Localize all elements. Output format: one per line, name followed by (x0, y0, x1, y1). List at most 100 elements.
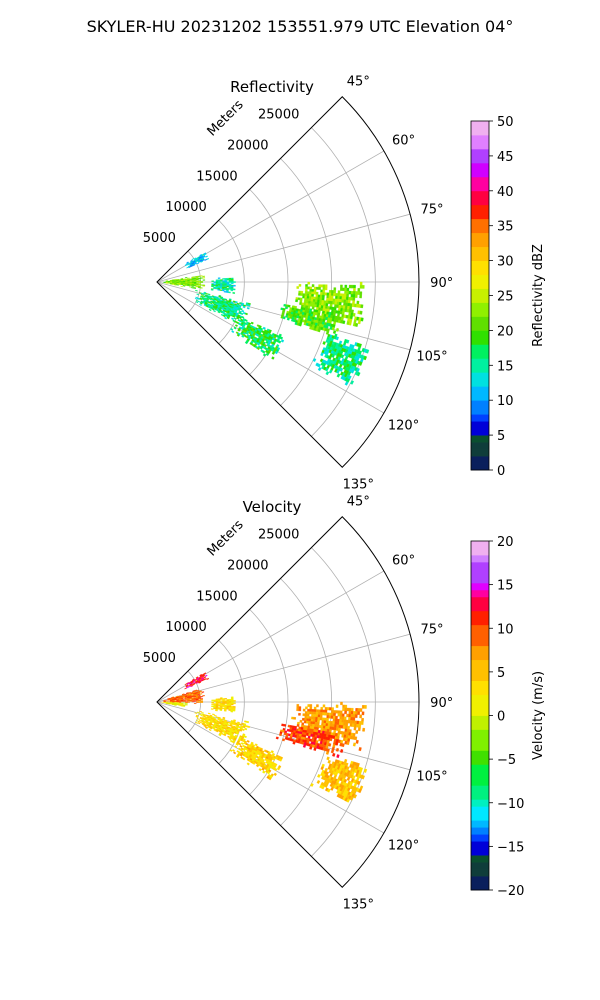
echo-bin (205, 293, 209, 295)
echo-bin (224, 700, 228, 702)
reflectivity-panel: Reflectivity 5000 10000 15000 20000 25000 Mete… (143, 75, 546, 493)
echo-bin (340, 319, 344, 324)
echo-bin (305, 706, 308, 710)
echo-bin (309, 706, 313, 710)
colorbar-swatch (471, 687, 489, 695)
colorbar-swatch (471, 358, 489, 366)
echo-bin (313, 714, 317, 718)
echo-bin (350, 369, 355, 374)
colorbar-swatch (471, 659, 489, 668)
radial-tick-label: 5000 (143, 231, 176, 246)
echo-bin (305, 288, 308, 292)
colorbar-swatch (471, 246, 489, 255)
echo-bin (221, 707, 225, 710)
echo-bin (252, 761, 256, 765)
colorbar-swatch (471, 211, 489, 220)
echo-bin (361, 717, 364, 722)
colorbar-swatch (471, 743, 489, 751)
echo-bin (189, 284, 192, 286)
radial-tick-label: 15000 (196, 589, 237, 604)
echo-bin (328, 743, 332, 747)
radial-tick-label: 5000 (143, 651, 176, 666)
echo-bin (329, 707, 332, 711)
echo-bin (254, 743, 258, 747)
echo-bin (356, 780, 361, 786)
azimuth-line-105 (156, 701, 411, 771)
echo-bin (209, 727, 213, 730)
echo-region (194, 289, 251, 326)
echo-bin (333, 318, 337, 323)
echo-bin (243, 735, 247, 739)
echo-bin (298, 323, 302, 327)
echo-region (163, 275, 206, 289)
colorbar-swatch (471, 827, 489, 835)
echo-bin (309, 709, 313, 712)
echo-bin (182, 705, 186, 707)
echo-bin (240, 742, 244, 745)
echo-bin (326, 707, 330, 711)
echo-bin (231, 700, 234, 702)
echo-bin (316, 780, 321, 784)
echo-bin (329, 303, 333, 308)
echo-bin (198, 681, 202, 684)
angle-tick-label: 135° (343, 897, 374, 912)
angle-tick-label: 75° (420, 622, 443, 637)
colorbar-swatch (471, 337, 489, 345)
echo-region (161, 701, 188, 708)
echo-bin (233, 700, 236, 702)
echo-bin (337, 710, 341, 714)
echo-bin (268, 776, 272, 781)
echo-bin (339, 716, 343, 720)
echo-bin (224, 316, 228, 320)
echo-bin (213, 285, 217, 287)
echo-bin (328, 729, 332, 733)
echo-bin (324, 292, 328, 296)
echo-bin (334, 732, 338, 737)
echo-bin (324, 707, 328, 711)
echo-bin (315, 294, 319, 298)
colorbar-tick-label: 0 (497, 464, 505, 479)
colorbar-swatch (471, 589, 489, 598)
echo-bin (176, 284, 179, 286)
echo-bin (189, 700, 193, 702)
echo-bin (226, 281, 230, 283)
echo-bin (237, 328, 241, 332)
colorbar-tick-label: −20 (497, 884, 524, 899)
echo-bin (304, 291, 308, 294)
echo-bin (224, 280, 228, 282)
echo-bin (197, 722, 201, 725)
echo-bin (327, 759, 331, 764)
colorbar-tick-label: 10 (497, 622, 514, 637)
echo-bin (193, 285, 197, 287)
echo-bin (311, 711, 315, 715)
colorbar-swatch (471, 876, 489, 884)
echo-bin (246, 762, 250, 766)
echo-bin (333, 712, 336, 717)
colorbar-swatch (471, 652, 489, 661)
radial-axis-label: Meters (205, 517, 247, 559)
echo-bin (324, 284, 328, 288)
echo-bin (344, 707, 348, 712)
echo-bin (202, 279, 206, 281)
echo-bin (176, 283, 179, 285)
echo-bin (320, 712, 323, 716)
echo-bin (332, 715, 336, 720)
echo-bin (183, 702, 186, 704)
echo-region (312, 333, 370, 386)
echo-bin (196, 279, 199, 281)
echo-bin (235, 732, 239, 735)
echo-bin (313, 747, 317, 751)
echo-bin (244, 341, 249, 345)
echo-bin (344, 293, 347, 298)
echo-bin (184, 698, 188, 700)
echo-bin (322, 294, 325, 298)
echo-bin (275, 736, 279, 740)
echo-bin (330, 292, 334, 297)
echo-bin (337, 727, 341, 732)
echo-bin (335, 295, 338, 300)
echo-bin (205, 255, 208, 258)
echo-bin (320, 289, 323, 293)
echo-bin (182, 285, 186, 287)
azimuth-line-75 (156, 213, 411, 283)
